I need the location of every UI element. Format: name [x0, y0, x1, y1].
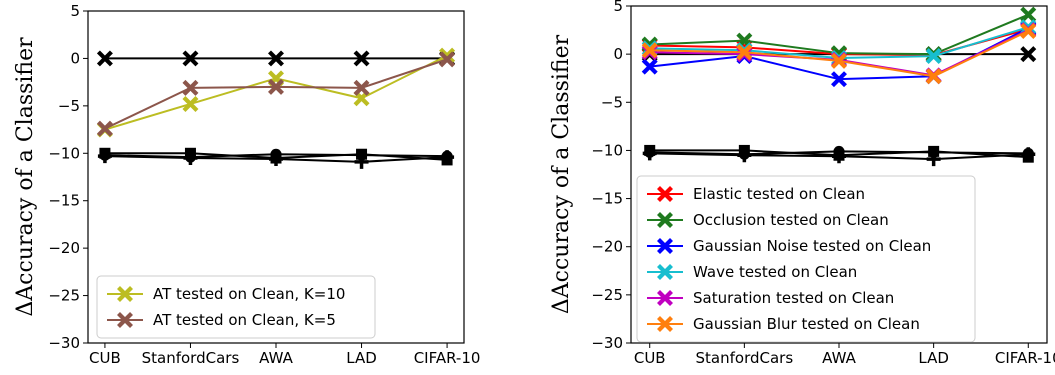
baseline-point-4: [183, 151, 198, 166]
x-tick-label: CIFAR-10: [995, 349, 1055, 367]
y-tick-label: −25: [48, 287, 80, 305]
y-axis-label: ΔAccuracy of a Classifier: [13, 37, 38, 317]
series-point-6: [1020, 23, 1037, 40]
baseline-point-4: [1021, 147, 1036, 162]
series-point-3: [831, 71, 847, 88]
legend: AT tested on Clean, K=10 AT tested on Cle…: [96, 275, 376, 339]
baseline-point-1: [96, 50, 113, 67]
x-tick-label: AWA: [822, 349, 856, 367]
legend-marker: [117, 286, 133, 302]
legend-marker: [657, 290, 673, 306]
legend-label: Elastic tested on Clean: [693, 185, 865, 203]
y-tick-label: −30: [48, 334, 80, 352]
x-tick-label: CIFAR-10: [414, 349, 481, 367]
baseline-point-4: [97, 149, 112, 164]
legend-marker: [657, 264, 673, 280]
baseline-point-4: [440, 150, 455, 165]
series-point-6: [925, 68, 942, 85]
y-tick-label: −5: [601, 93, 623, 111]
y-tick-label: 0: [70, 49, 80, 67]
series-point-6: [831, 52, 847, 69]
plot-frame: [630, 5, 1048, 344]
series-line-1: [104, 54, 448, 131]
baseline-point-4: [642, 146, 657, 161]
legend-label: AT tested on Clean, K=5: [153, 311, 336, 329]
y-tick-label: −30: [591, 334, 623, 352]
baseline-point-1: [1020, 46, 1037, 63]
x-tick-label: CUB: [634, 349, 666, 367]
baseline-point-3: [356, 148, 368, 160]
legend-box: [96, 275, 376, 339]
x-tick-label: AWA: [259, 349, 293, 367]
legend-label: Gaussian Blur tested on Clean: [693, 315, 920, 333]
series-point-6: [736, 44, 753, 61]
baseline-point-4: [926, 152, 941, 167]
series-point-4: [925, 48, 942, 65]
y-tick-label: −10: [591, 141, 623, 159]
y-tick-label: 5: [613, 0, 623, 15]
series-point-2: [268, 78, 284, 95]
y-tick-label: 0: [613, 45, 623, 63]
y-tick-label: −10: [48, 144, 80, 162]
baseline-point-1: [182, 50, 199, 67]
chart-panel-2: 5 0 −5 −10 −15 −20 −25 −30 CUB StanfordCars AWA LAD…: [549, 0, 1055, 367]
y-tick-label: −25: [591, 286, 623, 304]
x-tick-label: StanfordCars: [142, 349, 240, 367]
series-point-2: [1020, 6, 1037, 23]
legend-marker: [657, 212, 673, 228]
legend-label: Wave tested on Clean: [693, 263, 857, 281]
baseline-point-4: [832, 149, 846, 164]
legend-label: AT tested on Clean, K=10: [153, 285, 345, 303]
series-point-1: [182, 95, 199, 112]
series-point-2: [439, 51, 456, 68]
legend-marker: [117, 312, 133, 328]
legend-marker: [657, 316, 673, 332]
legend-label: Occlusion tested on Clean: [693, 211, 889, 229]
y-tick-label: −20: [591, 238, 623, 256]
baseline-point-4: [269, 151, 283, 166]
x-tick-label: LAD: [346, 349, 377, 367]
series-line-2: [104, 58, 448, 130]
y-tick-label: −15: [48, 192, 80, 210]
legend: Elastic tested on Clean Occlusion tested …: [636, 175, 976, 343]
legend-box: [636, 175, 976, 343]
series-line-2: [649, 13, 1029, 56]
series-point-2: [353, 79, 370, 96]
series-point-2: [182, 79, 199, 96]
baseline-point-4: [354, 154, 369, 169]
legend-marker: [657, 186, 673, 202]
baseline-point-1: [353, 50, 370, 67]
y-tick-label: 5: [70, 2, 80, 20]
baseline-point-3: [928, 145, 940, 157]
legend-label: Gaussian Noise tested on Clean: [693, 237, 931, 255]
plot-frame: [87, 10, 465, 344]
baseline-point-1: [268, 50, 284, 67]
legend-marker: [657, 238, 673, 254]
series-point-6: [641, 42, 658, 59]
x-tick-label: CUB: [89, 349, 121, 367]
series-point-2: [96, 120, 113, 137]
y-tick-label: −20: [48, 239, 80, 257]
legend-label: Saturation tested on Clean: [693, 289, 894, 307]
y-tick-label: −15: [591, 190, 623, 208]
x-tick-label: LAD: [918, 349, 949, 367]
chart-panel-1: 5 0 −5 −10 −15 −20 −25 −30 CUB StanfordCars AWA LAD…: [13, 2, 480, 367]
y-tick-label: −5: [58, 97, 80, 115]
x-tick-label: StanfordCars: [696, 349, 794, 367]
series-point-3: [641, 58, 658, 75]
y-axis-label: ΔAccuracy of a Classifier: [549, 34, 574, 314]
baseline-point-4: [737, 148, 752, 163]
